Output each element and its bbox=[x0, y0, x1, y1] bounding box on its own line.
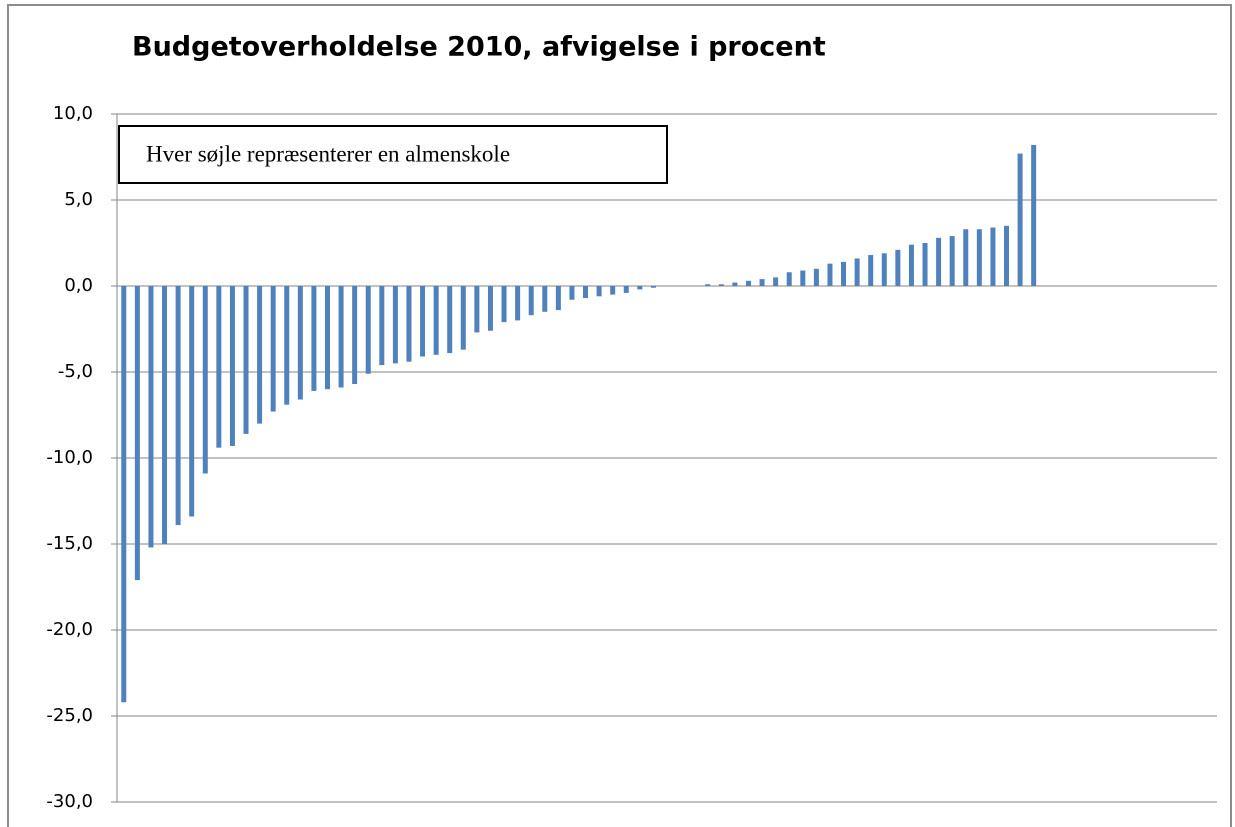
bar bbox=[650, 286, 656, 288]
bar bbox=[800, 270, 806, 286]
bar bbox=[555, 286, 561, 311]
bar bbox=[134, 286, 140, 581]
bar bbox=[786, 272, 792, 286]
bar bbox=[936, 237, 942, 286]
bar bbox=[596, 286, 602, 297]
y-tick-label: 10,0 bbox=[53, 103, 93, 124]
bar bbox=[392, 286, 398, 364]
bar bbox=[841, 261, 847, 286]
bar bbox=[976, 229, 982, 286]
bar bbox=[623, 286, 629, 293]
bar bbox=[121, 286, 127, 703]
bar bbox=[583, 286, 589, 299]
bar bbox=[718, 284, 724, 286]
bar bbox=[148, 286, 154, 548]
bar bbox=[922, 243, 928, 286]
bar bbox=[827, 263, 833, 286]
bar bbox=[447, 286, 453, 354]
bar bbox=[881, 253, 887, 286]
bar bbox=[637, 286, 643, 290]
bar bbox=[243, 286, 249, 434]
bar bbox=[813, 268, 819, 286]
bar bbox=[460, 286, 466, 350]
bar bbox=[759, 279, 765, 286]
bar bbox=[352, 286, 358, 385]
y-tick-label: -30,0 bbox=[46, 791, 93, 812]
annotation-box bbox=[118, 125, 668, 184]
bar bbox=[487, 286, 493, 331]
bar bbox=[610, 286, 616, 295]
bar bbox=[908, 244, 914, 286]
annotation: Hver søjle repræsenterer en almenskole bbox=[146, 141, 510, 166]
bar bbox=[406, 286, 412, 362]
bar bbox=[189, 286, 195, 517]
y-tick-label: -25,0 bbox=[46, 705, 93, 726]
bar bbox=[365, 286, 371, 374]
bar bbox=[420, 286, 426, 357]
bar bbox=[311, 286, 317, 391]
bar bbox=[542, 286, 548, 312]
bar bbox=[515, 286, 521, 321]
bar bbox=[854, 258, 860, 286]
y-tick-label: -10,0 bbox=[46, 447, 93, 468]
y-tick-label: -5,0 bbox=[58, 361, 93, 382]
bar bbox=[1031, 144, 1037, 286]
bar bbox=[895, 249, 901, 286]
bar bbox=[773, 277, 779, 286]
bar bbox=[1017, 153, 1023, 286]
bar bbox=[745, 280, 751, 286]
bar bbox=[474, 286, 480, 333]
bar bbox=[324, 286, 330, 390]
y-tick-label: -20,0 bbox=[46, 619, 93, 640]
bar bbox=[297, 286, 303, 400]
bar bbox=[569, 286, 575, 300]
bar bbox=[257, 286, 263, 424]
y-tick-label: 5,0 bbox=[64, 189, 93, 210]
bar bbox=[202, 286, 208, 474]
bar bbox=[732, 282, 738, 286]
bar bbox=[705, 284, 711, 286]
bar bbox=[501, 286, 507, 323]
y-tick-label: 0,0 bbox=[64, 275, 93, 296]
bar bbox=[284, 286, 290, 405]
bar bbox=[379, 286, 385, 366]
y-tick-label: -15,0 bbox=[46, 533, 93, 554]
bar bbox=[963, 229, 969, 286]
bar bbox=[216, 286, 222, 448]
bar bbox=[1004, 225, 1010, 286]
bar bbox=[949, 236, 955, 286]
bar bbox=[175, 286, 181, 526]
bar bbox=[990, 227, 996, 286]
bar bbox=[528, 286, 534, 316]
bar bbox=[162, 286, 168, 544]
bar bbox=[229, 286, 235, 446]
bar bbox=[433, 286, 439, 355]
chart-title: Budgetoverholdelse 2010, afvigelse i pro… bbox=[132, 32, 826, 63]
bar bbox=[338, 286, 344, 388]
bar bbox=[270, 286, 276, 412]
bar bbox=[868, 255, 874, 286]
